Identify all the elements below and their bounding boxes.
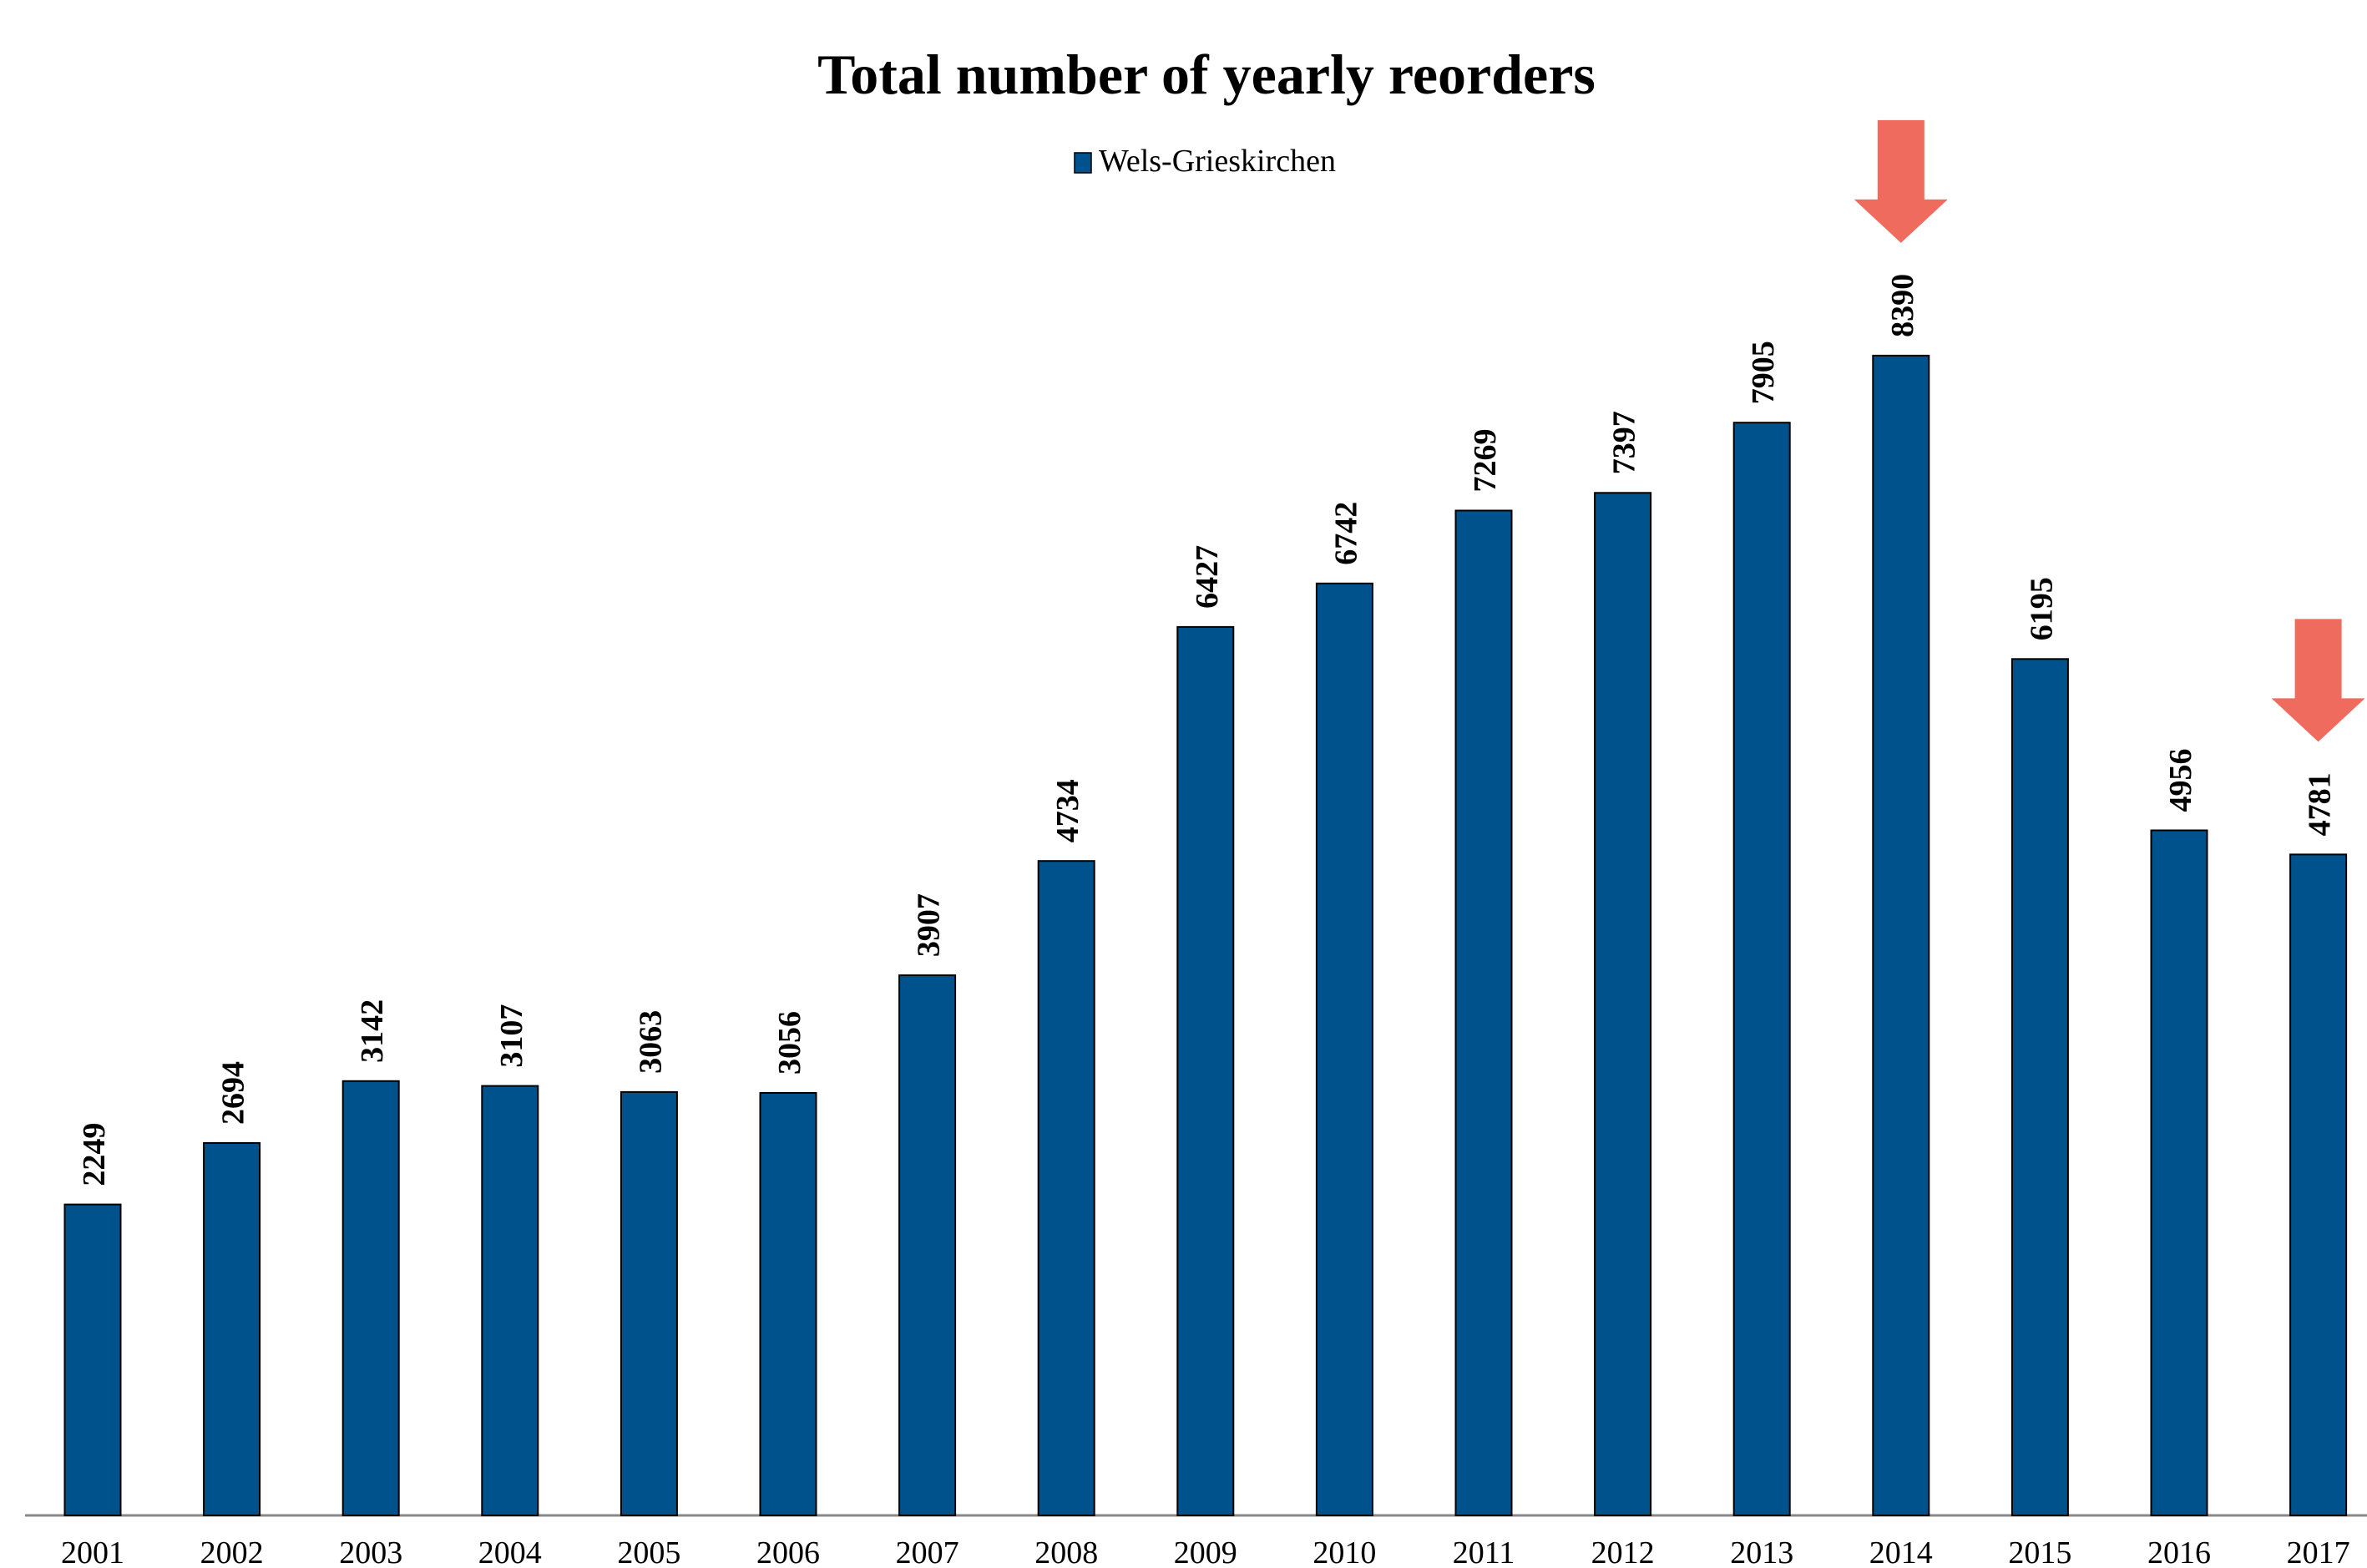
data-label-2012: 7397 [1607, 411, 1642, 474]
bar-2007 [898, 974, 957, 1516]
data-label-2014: 8390 [1885, 274, 1920, 337]
x-tick-2015: 2015 [2008, 1535, 2071, 1564]
bar-2014 [1872, 354, 1930, 1516]
x-tick-2011: 2011 [1453, 1535, 1515, 1564]
chart-title: Total number of yearly reorders [817, 43, 1596, 106]
x-tick-2003: 2003 [339, 1535, 402, 1564]
data-label-2002: 2694 [216, 1061, 251, 1125]
legend-swatch [1074, 152, 1092, 174]
x-tick-2014: 2014 [1869, 1535, 1933, 1564]
x-tick-2012: 2012 [1591, 1535, 1655, 1564]
data-label-2007: 3907 [912, 893, 947, 957]
data-label-2008: 4734 [1050, 779, 1085, 842]
bar-2015 [2010, 658, 2069, 1516]
data-label-2009: 6427 [1190, 545, 1225, 609]
bar-2005 [620, 1090, 678, 1517]
bar-2017 [2289, 853, 2348, 1516]
data-label-2011: 7269 [1468, 429, 1503, 493]
x-tick-2006: 2006 [756, 1535, 820, 1564]
bar-2006 [759, 1092, 817, 1516]
data-label-2015: 6195 [2024, 577, 2059, 640]
bar-2002 [203, 1142, 261, 1516]
bar-2004 [481, 1085, 539, 1516]
bar-2011 [1454, 509, 1513, 1516]
bar-2013 [1732, 422, 1791, 1517]
data-label-2004: 3107 [494, 1004, 529, 1068]
data-label-2010: 6742 [1328, 502, 1363, 565]
bar-2012 [1594, 492, 1652, 1516]
data-label-2016: 4956 [2163, 749, 2198, 812]
bar-2009 [1176, 625, 1235, 1516]
bar-2008 [1037, 860, 1095, 1516]
data-label-2003: 3142 [355, 999, 390, 1063]
data-label-2006: 3056 [772, 1011, 807, 1075]
bars-group [63, 354, 2348, 1517]
data-label-2017: 4781 [2303, 772, 2338, 836]
x-tick-2010: 2010 [1312, 1535, 1376, 1564]
data-label-2013: 7905 [1746, 341, 1781, 404]
legend-label: Wels-Grieskirchen [1099, 144, 1336, 179]
data-label-2001: 2249 [77, 1123, 112, 1186]
x-tick-2013: 2013 [1730, 1535, 1793, 1564]
bar-2001 [63, 1203, 122, 1516]
arrow-down-icon [1854, 119, 1948, 243]
data-label-2005: 3063 [633, 1010, 668, 1074]
bar-2003 [341, 1080, 400, 1517]
bar-2016 [2150, 829, 2208, 1516]
x-tick-2009: 2009 [1174, 1535, 1237, 1564]
x-tick-labels-group: 2001 2002 2003 2004 2005 2006 2007 2008 2009 2010… [61, 1535, 2350, 1568]
x-tick-2004: 2004 [478, 1535, 542, 1564]
arrow-down-icon [2271, 619, 2365, 742]
annotations-group [1854, 119, 2365, 742]
legend: Wels-Grieskirchen [1074, 144, 1336, 179]
x-tick-2017: 2017 [2287, 1535, 2350, 1564]
x-tick-2008: 2008 [1034, 1535, 1098, 1564]
x-tick-2002: 2002 [200, 1535, 264, 1564]
x-tick-2005: 2005 [617, 1535, 680, 1564]
x-tick-2016: 2016 [2147, 1535, 2211, 1564]
data-labels-group: 2249 2694 3142 3107 3063 3056 3907 4734 6427 6742… [77, 274, 2338, 1186]
x-tick-2001: 2001 [61, 1535, 124, 1564]
bar-2010 [1315, 582, 1373, 1516]
x-tick-2007: 2007 [896, 1535, 959, 1564]
